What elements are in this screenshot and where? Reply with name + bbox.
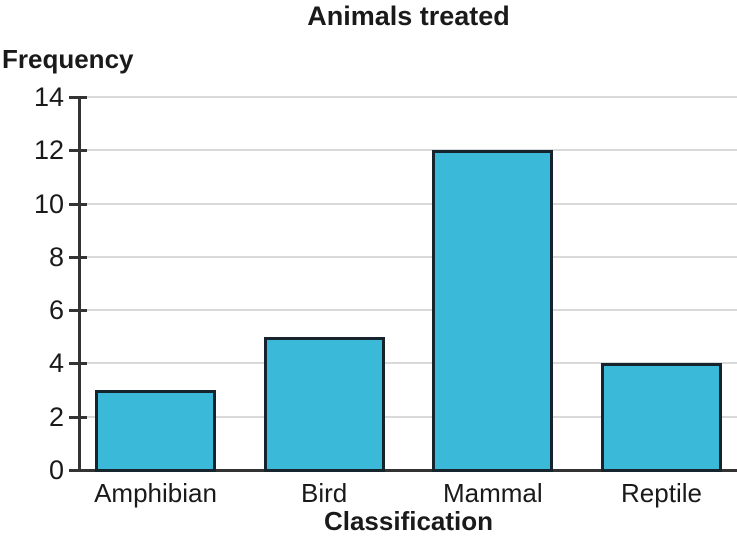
y-axis-line — [78, 96, 81, 472]
y-tick-label: 6 — [48, 295, 64, 326]
y-tick-label: 2 — [48, 401, 64, 432]
y-tick-label: 12 — [33, 135, 64, 166]
bar-mammal — [432, 150, 554, 472]
y-tick-label: 14 — [33, 82, 64, 112]
x-category-label: Mammal — [442, 478, 543, 508]
bar-amphibian — [95, 390, 216, 472]
x-category-label: Reptile — [621, 478, 702, 508]
y-tick-label: 10 — [33, 188, 64, 219]
gridline — [80, 309, 737, 312]
x-axis-label: Classification — [323, 506, 494, 536]
gridline — [80, 202, 737, 205]
bar-bird — [263, 336, 385, 472]
gridline — [80, 149, 737, 152]
x-category-label: Bird — [301, 478, 348, 508]
gridline — [80, 415, 737, 418]
gridline — [80, 96, 737, 98]
y-axis-label: Frequency — [2, 44, 134, 74]
x-axis-line — [78, 469, 737, 472]
chart-title: Animals treated — [307, 1, 510, 31]
bar-reptile — [601, 363, 722, 472]
x-category-label: Amphibian — [94, 478, 217, 508]
y-tick-label: 4 — [48, 348, 64, 379]
gridline — [80, 255, 737, 258]
y-tick-label: 0 — [48, 455, 64, 485]
y-tick-label: 8 — [48, 241, 64, 272]
gridline — [80, 362, 737, 365]
